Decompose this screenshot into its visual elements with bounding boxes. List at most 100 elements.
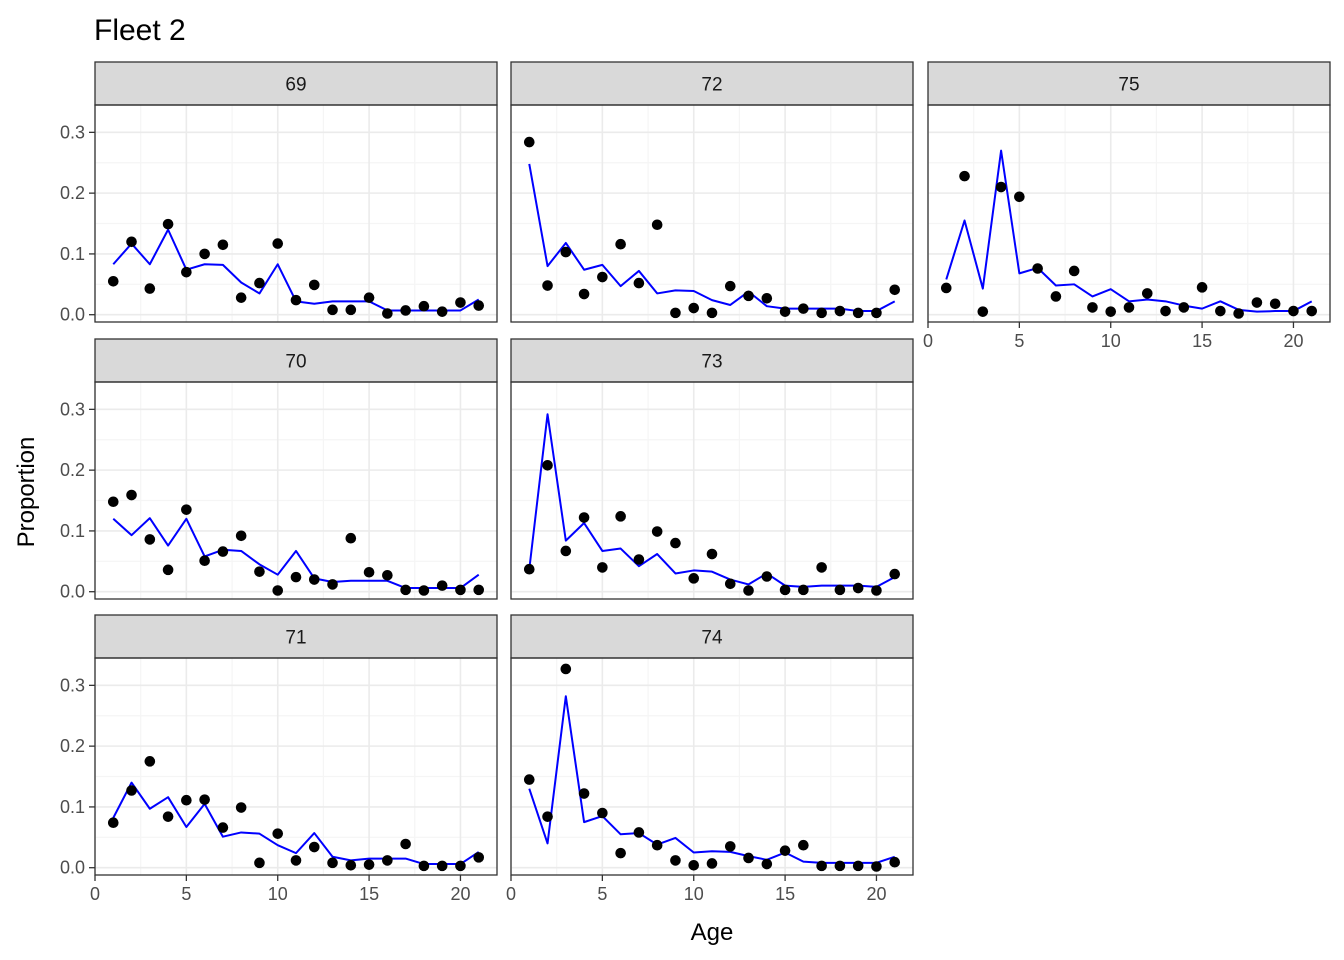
x-tick-label: 10 [268, 884, 288, 904]
y-tick-label: 0.1 [60, 797, 85, 817]
facet-panel-74: 74 0 5 10 15 20 [506, 614, 914, 904]
y-tick-label: 0.1 [60, 521, 85, 541]
x-tick-label: 20 [450, 884, 470, 904]
observed-point [327, 857, 338, 869]
facet-strip [927, 61, 1331, 106]
y-tick-label: 0.3 [60, 675, 85, 695]
observed-point [1160, 305, 1171, 317]
x-tick-label: 5 [597, 884, 607, 904]
observed-point [724, 841, 736, 852]
observed-point [382, 855, 393, 866]
panel-background [95, 658, 497, 875]
facet-panel-75: 75 0 5 10 15 20 [923, 61, 1331, 351]
observed-point [473, 852, 485, 863]
observed-points [107, 218, 485, 319]
observed-point [670, 307, 681, 319]
observed-point [816, 307, 827, 319]
panel-border [510, 381, 914, 600]
x-tick-label: 15 [1192, 331, 1212, 351]
major-gridlines [94, 105, 497, 322]
observed-point [871, 307, 882, 319]
observed-point [199, 794, 210, 805]
observed-point [308, 279, 320, 291]
observed-point [560, 246, 572, 258]
facet-strip-label: 75 [1118, 75, 1139, 96]
observed-point [290, 294, 302, 306]
observed-point [889, 284, 901, 296]
observed-point [761, 571, 773, 582]
observed-point [107, 275, 119, 287]
observed-point [523, 136, 535, 148]
panel-background [95, 105, 497, 322]
expected-line [945, 149, 1313, 313]
observed-point [1050, 291, 1062, 302]
observed-point [254, 566, 265, 577]
observed-point [724, 578, 736, 590]
observed-point [290, 855, 302, 866]
observed-point [597, 271, 608, 283]
observed-points [107, 489, 485, 596]
minor-gridlines [95, 105, 497, 322]
observed-point [597, 807, 608, 819]
minor-gridlines [95, 658, 497, 875]
observed-point [144, 756, 156, 767]
observed-point [852, 307, 864, 319]
observed-point [761, 858, 773, 870]
observed-point [473, 300, 485, 311]
observed-point [400, 584, 411, 596]
observed-points [523, 459, 901, 596]
observed-point [889, 856, 901, 868]
observed-point [144, 283, 156, 294]
observed-point [523, 774, 535, 785]
x-tick-label: 20 [1283, 331, 1303, 351]
observed-point [1141, 288, 1153, 299]
observed-point [418, 860, 430, 872]
facet-panels: 69 0.0 0.1 0.2 0.3 72 75 0 5 10 15 20 70 0.0 0.1 0.2 0.3… [60, 61, 1331, 904]
observed-point [852, 582, 864, 594]
observed-point [779, 306, 791, 317]
observed-point [578, 788, 590, 799]
x-tick-label: 5 [1014, 331, 1024, 351]
panel-border [510, 657, 914, 876]
observed-point [181, 794, 192, 806]
observed-point [670, 855, 681, 866]
observed-point [779, 584, 791, 596]
observed-point [290, 571, 302, 583]
observed-point [1233, 308, 1244, 319]
observed-point [834, 305, 846, 317]
observed-point [633, 554, 645, 565]
observed-point [688, 573, 700, 584]
facet-panel-69: 69 0.0 0.1 0.2 0.3 [60, 61, 498, 325]
y-tick-label: 0.0 [60, 305, 85, 325]
expected-line [112, 781, 480, 866]
expected-line [528, 413, 896, 588]
observed-point [1178, 302, 1190, 313]
observed-point [181, 266, 192, 278]
observed-point [670, 537, 681, 549]
expected-line [528, 163, 896, 313]
y-tick-label: 0.2 [60, 736, 85, 756]
observed-point [852, 860, 864, 872]
observed-point [162, 218, 174, 230]
observed-point [542, 459, 553, 471]
observed-point [308, 574, 320, 585]
facet-panel-71: 71 0.0 0.1 0.2 0.3 0 5 10 15 20 [60, 614, 498, 904]
observed-point [578, 512, 590, 523]
observed-point [651, 219, 663, 231]
facet-panel-70: 70 0.0 0.1 0.2 0.3 [60, 338, 498, 602]
panel-border [94, 104, 498, 323]
observed-point [834, 860, 846, 872]
observed-points [107, 756, 485, 872]
observed-point [418, 585, 430, 596]
observed-point [871, 585, 882, 596]
y-tick-label: 0.1 [60, 244, 85, 264]
panel-background [511, 382, 913, 599]
facet-strip-label: 74 [701, 628, 723, 649]
observed-point [798, 839, 809, 851]
observed-point [1123, 302, 1135, 313]
facet-strip-label: 69 [285, 75, 306, 96]
y-tick-label: 0.0 [60, 858, 85, 878]
observed-point [400, 838, 411, 850]
observed-point [436, 580, 448, 591]
